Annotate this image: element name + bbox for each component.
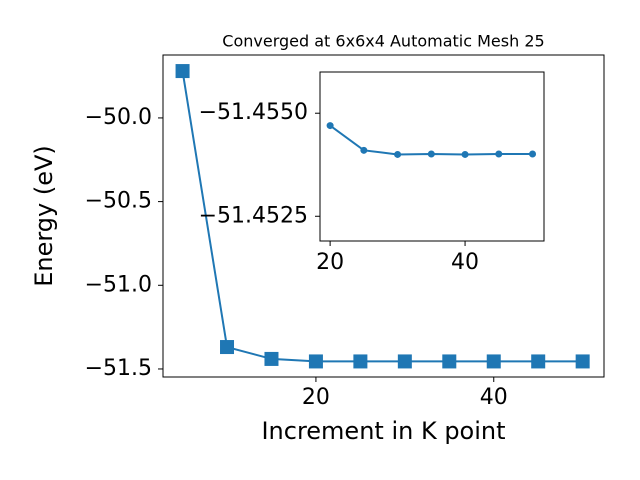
point-marker xyxy=(531,354,546,369)
point-marker xyxy=(442,354,457,369)
point-marker xyxy=(360,146,368,154)
x-tick-label: 20 xyxy=(302,385,330,410)
series-line xyxy=(181,70,583,363)
x-tick-label: 40 xyxy=(480,385,508,410)
y-tick-label: −50.5 xyxy=(85,189,152,214)
point-marker xyxy=(308,354,323,369)
point-marker xyxy=(495,150,503,158)
point-marker xyxy=(394,150,402,158)
x-axis-label: Increment in K point xyxy=(261,417,505,445)
point-marker xyxy=(461,150,469,158)
point-marker xyxy=(326,122,334,130)
point-marker xyxy=(427,150,435,158)
point-marker xyxy=(264,351,279,366)
point-marker xyxy=(353,354,368,369)
y-tick-label: −51.4550 xyxy=(199,100,308,125)
point-marker xyxy=(486,354,501,369)
y-tick-label: −51.5 xyxy=(85,356,152,381)
y-axis-label: Energy (eV) xyxy=(30,145,58,287)
y-tick-label: −51.0 xyxy=(85,272,152,297)
point-marker xyxy=(220,340,235,355)
point-marker xyxy=(175,64,190,79)
chart-title: Converged at 6x6x4 Automatic Mesh 25 xyxy=(222,32,544,51)
x-tick-label: 40 xyxy=(451,250,479,275)
y-tick-label: −51.4525 xyxy=(199,203,308,228)
y-tick-label: −50.0 xyxy=(85,105,152,130)
point-marker xyxy=(529,150,537,158)
panel: 20 40 −51.4550 −51.4525 xyxy=(199,71,545,275)
point-marker xyxy=(397,354,412,369)
x-tick-label: 20 xyxy=(316,250,344,275)
point-marker xyxy=(575,354,590,369)
